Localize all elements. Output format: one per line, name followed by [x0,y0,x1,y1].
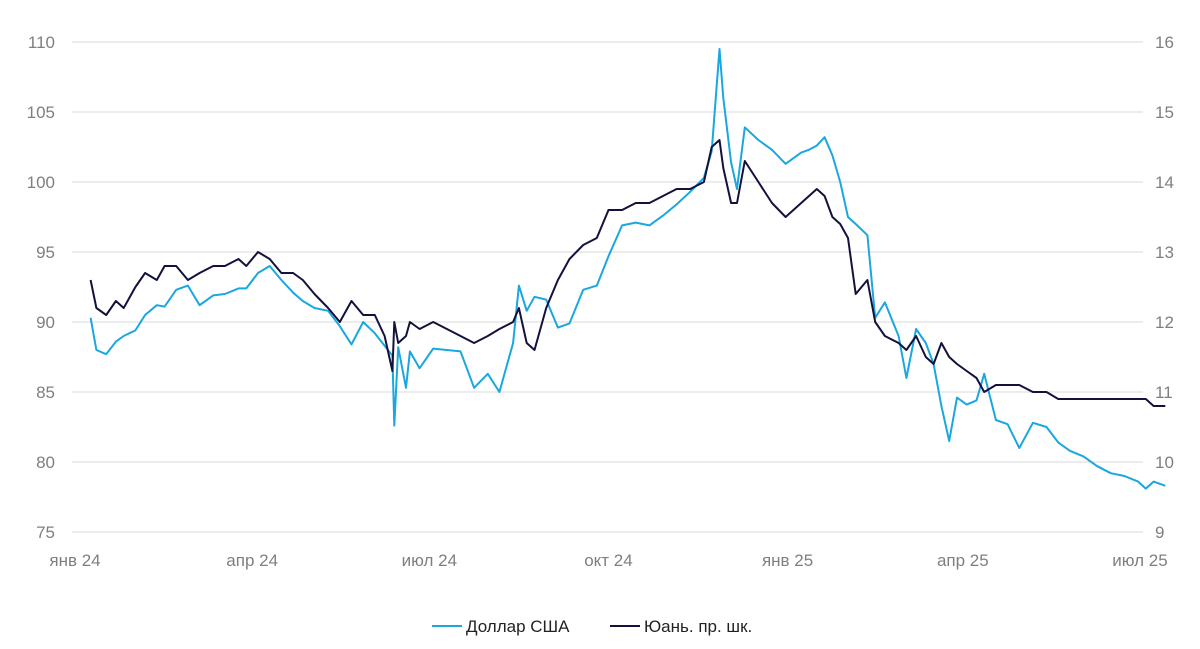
left-tick-label: 90 [36,313,55,332]
x-tick-label: июл 24 [402,551,457,570]
legend-label-usd: Доллар США [466,617,570,636]
x-tick-label: окт 24 [584,551,633,570]
right-tick-label: 12 [1155,313,1174,332]
series-line-cny [89,139,1166,407]
right-axis-ticks: 9 10 11 12 13 14 15 16 [1155,33,1174,542]
left-tick-label: 80 [36,453,55,472]
x-tick-label: апр 24 [226,551,278,570]
legend-label-cny: Юань. пр. шк. [644,617,752,636]
x-tick-label: янв 25 [762,551,813,570]
left-tick-label: 75 [36,523,55,542]
x-tick-label: апр 25 [937,551,989,570]
right-tick-label: 11 [1155,383,1173,402]
left-tick-label: 110 [28,33,55,52]
left-tick-label: 105 [27,103,55,122]
x-tick-label: янв 24 [49,551,100,570]
right-tick-label: 13 [1155,243,1174,262]
legend: Доллар США Юань. пр. шк. [432,617,752,636]
series-lines [89,48,1166,490]
x-axis-ticks: янв 24 апр 24 июл 24 окт 24 янв 25 апр 25 июл … [49,551,1167,570]
left-tick-label: 85 [36,383,55,402]
x-tick-label: июл 25 [1112,551,1167,570]
right-tick-label: 16 [1155,33,1174,52]
right-tick-label: 14 [1155,173,1174,192]
right-tick-label: 9 [1155,523,1164,542]
right-tick-label: 15 [1155,103,1174,122]
left-tick-label: 100 [27,173,55,192]
series-line-usd [89,48,1166,490]
left-axis-ticks: 75 80 85 90 95 100 105 110 [27,33,55,542]
right-tick-label: 10 [1155,453,1174,472]
gridlines [72,41,1143,533]
left-tick-label: 95 [36,243,55,262]
